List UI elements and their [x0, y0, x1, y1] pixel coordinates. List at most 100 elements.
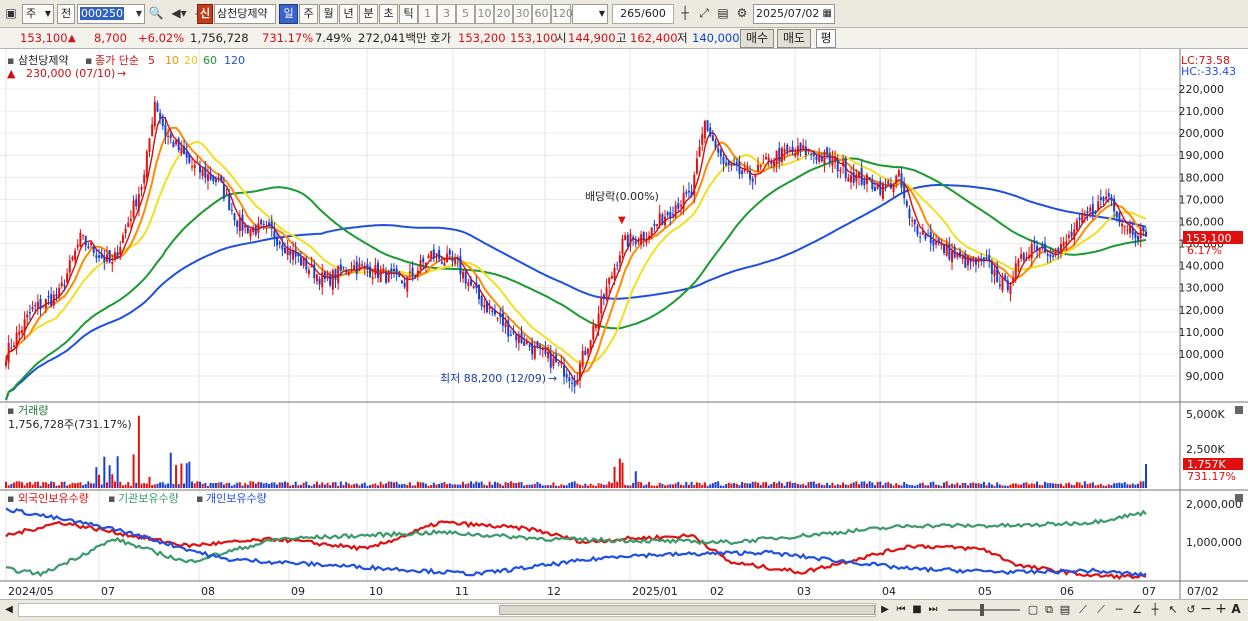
- period-tick-button[interactable]: 틱: [399, 4, 418, 24]
- first-page-icon[interactable]: ⏮: [896, 604, 906, 615]
- volume-bar: [387, 481, 390, 488]
- volume-bar: [820, 484, 823, 488]
- count-field[interactable]: 265/600: [612, 4, 674, 24]
- indicator-handle-icon[interactable]: ▪: [85, 54, 92, 67]
- candle-body: [632, 236, 635, 239]
- volume-bar: [379, 481, 382, 488]
- grid-icon[interactable]: ▤: [1059, 603, 1071, 616]
- trend-line-icon[interactable]: ⟋: [1079, 603, 1087, 616]
- scroll-right-icon[interactable]: ▶: [881, 604, 889, 615]
- volume-y-tick: 2,500K: [1186, 443, 1225, 456]
- holdings-panel-close-icon[interactable]: [1235, 494, 1243, 502]
- interval-20-button[interactable]: 20: [494, 4, 513, 24]
- horizontal-line-icon[interactable]: ─: [1115, 603, 1123, 616]
- volume-handle-icon[interactable]: ▪: [7, 404, 14, 417]
- volume-bar: [1073, 485, 1076, 488]
- volume-bar: [725, 483, 728, 488]
- volume-bar: [762, 482, 765, 488]
- candle-body: [167, 135, 170, 137]
- period-month-button[interactable]: 월: [319, 4, 338, 24]
- chart-window-icon[interactable]: ▣: [5, 6, 17, 20]
- reset-icon[interactable]: ↺: [1186, 603, 1196, 616]
- x-tick-label: 11: [455, 585, 469, 598]
- volume-value: 1,756,728: [190, 31, 249, 45]
- period-year-button[interactable]: 년: [339, 4, 358, 24]
- holdings-handle-icon[interactable]: ▪: [7, 492, 14, 505]
- date-field[interactable]: 2025/07/02 ▦: [753, 4, 835, 24]
- save-icon[interactable]: ▤: [717, 6, 729, 20]
- candle-body: [382, 268, 385, 271]
- scroll-thumb[interactable]: [499, 605, 875, 615]
- candle-body: [313, 264, 316, 279]
- period-week-button[interactable]: 주: [299, 4, 318, 24]
- copy-icon[interactable]: ⧉: [1045, 603, 1053, 616]
- interval-10-button[interactable]: 10: [475, 4, 494, 24]
- volume-bar: [706, 485, 709, 488]
- candle-body: [1142, 226, 1145, 231]
- candle-type-icon[interactable]: ┼: [681, 6, 689, 20]
- period-day-button[interactable]: 일: [279, 4, 298, 24]
- buy-button[interactable]: 매수: [740, 29, 774, 48]
- volume-bar: [504, 482, 507, 488]
- interval-5-button[interactable]: 5: [456, 4, 475, 24]
- scroll-track[interactable]: [18, 603, 876, 617]
- angle-line-icon[interactable]: ∠: [1132, 603, 1142, 616]
- stock-name-field[interactable]: 삼천당제약: [214, 4, 276, 24]
- period-minute-button[interactable]: 분: [359, 4, 378, 24]
- interval-3-button[interactable]: 3: [437, 4, 456, 24]
- cursor-icon[interactable]: ↖: [1168, 603, 1178, 616]
- layout-icon[interactable]: ▢: [1027, 603, 1039, 616]
- volume-bar: [172, 483, 175, 488]
- scroll-left-icon[interactable]: ◀: [5, 604, 13, 615]
- eval-button[interactable]: 평: [816, 29, 836, 48]
- candle-body: [674, 205, 677, 217]
- interval-60-button[interactable]: 60: [532, 4, 551, 24]
- volume-bar: [919, 483, 922, 488]
- zoom-out-icon[interactable]: −: [1200, 601, 1212, 617]
- candle-body: [198, 165, 201, 173]
- volume-bar: [424, 483, 427, 488]
- candle-body: [1030, 244, 1033, 259]
- speaker-icon[interactable]: ◀▾: [171, 6, 187, 20]
- volume-ratio: 731.17%: [262, 31, 314, 45]
- interval-custom-input[interactable]: ▼: [572, 4, 608, 24]
- gear-icon[interactable]: ⚙: [736, 6, 748, 20]
- candle-body: [183, 146, 186, 155]
- volume-bar: [1067, 482, 1070, 488]
- stop-icon[interactable]: ■: [912, 604, 922, 615]
- interval-120-button[interactable]: 120: [551, 4, 573, 24]
- candle-body: [180, 147, 183, 154]
- stock-code-input[interactable]: 000250 ▼: [77, 4, 145, 24]
- individual-handle-icon[interactable]: ▪: [196, 492, 203, 505]
- volume-bar: [783, 485, 786, 488]
- zoom-slider[interactable]: [948, 604, 1020, 616]
- interval-30-button[interactable]: 30: [513, 4, 532, 24]
- candle-body: [369, 266, 372, 278]
- volume-bar: [478, 482, 481, 488]
- market-button[interactable]: 전: [57, 4, 75, 24]
- candle-body: [536, 341, 539, 347]
- crosshair-icon[interactable]: ┼: [1151, 603, 1159, 616]
- period-second-button[interactable]: 초: [379, 4, 398, 24]
- calendar-icon[interactable]: ▦: [822, 8, 832, 19]
- candle-body: [937, 238, 940, 244]
- volume-bar: [79, 482, 82, 488]
- search-icon[interactable]: 🔍: [148, 6, 164, 20]
- sell-button[interactable]: 매도: [777, 29, 811, 48]
- stock-chart[interactable]: 220,000 210,000 200,000 190,000 180,000 170,0…: [0, 49, 1248, 599]
- volume-bar: [382, 484, 385, 488]
- candle-body: [943, 244, 946, 253]
- chart-handle-icon[interactable]: ▪: [7, 54, 14, 67]
- type-dropdown[interactable]: 주 ▼: [22, 4, 54, 24]
- ray-line-icon[interactable]: ⟋: [1097, 603, 1105, 616]
- volume-bar: [350, 485, 353, 488]
- volume-panel-close-icon[interactable]: [1235, 406, 1243, 414]
- font-size-icon[interactable]: A: [1231, 602, 1241, 616]
- draw-tool-icon[interactable]: ⤢: [699, 6, 709, 20]
- interval-1-button[interactable]: 1: [418, 4, 437, 24]
- zoom-in-icon[interactable]: +: [1215, 601, 1227, 617]
- last-page-icon[interactable]: ⏭: [928, 604, 938, 615]
- institution-handle-icon[interactable]: ▪: [108, 492, 115, 505]
- volume-bar: [108, 465, 111, 488]
- zoom-slider-handle[interactable]: [980, 604, 984, 616]
